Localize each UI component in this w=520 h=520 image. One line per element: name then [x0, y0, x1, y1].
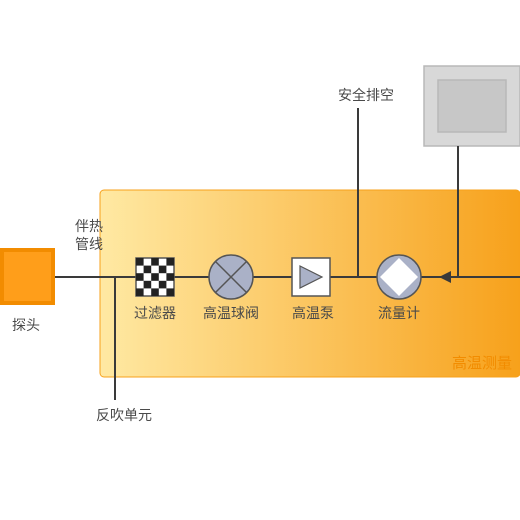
pump-label: 高温泵: [292, 305, 334, 321]
flowmeter-icon: [377, 255, 421, 299]
heat-trace-label-2: 管线: [75, 236, 103, 252]
blowback-label: 反吹单元: [96, 407, 152, 423]
flowmeter-label: 流量计: [378, 305, 420, 321]
filter-label: 过滤器: [134, 305, 176, 321]
safety-vent-label: 安全排空: [338, 87, 394, 103]
zone-label: 高温测量: [452, 355, 512, 372]
pump-icon: [292, 258, 330, 296]
ball-valve-label: 高温球阀: [203, 305, 259, 321]
probe-inner: [4, 252, 51, 301]
monitor-icon: [424, 66, 520, 146]
ball-valve-icon: [209, 255, 253, 299]
heat-trace-label-1: 伴热: [75, 218, 103, 234]
probe-label: 探头: [12, 317, 40, 333]
filter-icon: [136, 258, 174, 296]
